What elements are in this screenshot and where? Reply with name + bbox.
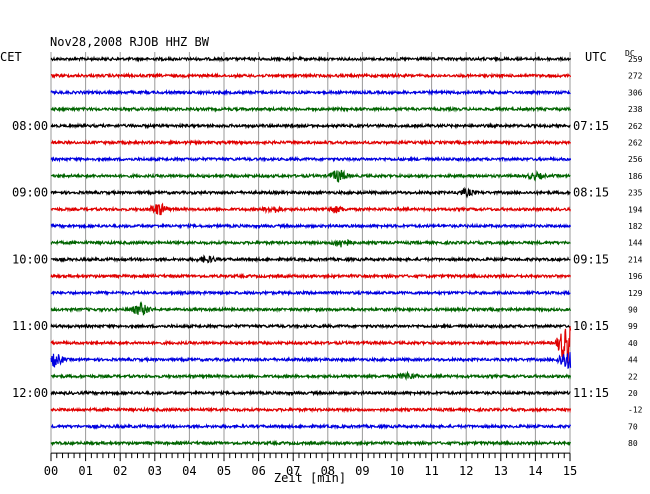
x-tick-label: 02 [113,464,127,478]
dc-offset-label: 40 [628,339,638,348]
utc-hour-label: 09:15 [573,252,609,266]
dc-offset-label: -12 [628,406,643,415]
x-tick-label: 09 [355,464,369,478]
utc-hour-label: 10:15 [573,319,609,333]
dc-offset-label: 259 [628,55,643,64]
x-tick-label: 15 [563,464,577,478]
x-tick-label: 08 [321,464,335,478]
left-axis-title: CET [0,50,22,64]
seismic-trace [50,301,572,316]
x-tick-label: 04 [182,464,196,478]
seismic-trace [50,272,572,280]
trace-layer [50,55,572,447]
dc-offset-label: 256 [628,155,643,164]
seismic-trace [50,222,572,230]
x-tick-label: 00 [44,464,58,478]
x-axis-title: Zeit [min] [274,471,346,485]
utc-hour-label: 11:15 [573,386,609,400]
x-tick-label: 07 [286,464,300,478]
dc-offset-label: 20 [628,389,638,398]
seismic-trace [50,389,571,397]
axis-layer: 259 272 306 238 262 262 256 186 235 194 182 144 214 1… [12,55,643,478]
dc-offset-label: 194 [628,205,643,214]
dc-offset-label: 22 [628,372,638,381]
seismic-trace [50,55,572,63]
seismic-trace [50,72,572,80]
dc-offset-label: 129 [628,289,643,298]
seismic-trace [50,254,571,264]
seismic-trace [50,138,572,147]
cet-hour-label: 12:00 [12,386,48,400]
seismic-trace [50,122,571,130]
x-tick-label: 13 [494,464,508,478]
seismic-trace [50,88,571,96]
x-tick-label: 12 [459,464,473,478]
seismic-trace [50,322,571,330]
seismic-trace [50,406,572,414]
cet-hour-label: 09:00 [12,186,48,200]
x-tick-label: 01 [78,464,92,478]
dc-offset-label: 80 [628,439,638,448]
cet-hour-label: 11:00 [12,319,48,333]
cet-hour-label: 10:00 [12,252,48,266]
seismic-trace [50,155,572,163]
dc-offset-label: 238 [628,105,643,114]
seismic-trace [50,105,572,113]
seismic-trace [50,238,571,248]
seismic-trace [50,370,572,381]
dc-offset-label: 306 [628,88,643,97]
dc-offset-label: 214 [628,255,643,264]
dc-offset-label: 70 [628,422,638,431]
x-tick-label: 10 [390,464,404,478]
dc-offset-label: 186 [628,172,643,181]
dc-offset-label: 90 [628,306,638,315]
seismic-trace [50,352,572,369]
x-tick-label: 06 [251,464,265,478]
seismic-trace [50,326,572,364]
dc-offset-label: 99 [628,322,638,331]
dc-offset-label: 196 [628,272,643,281]
utc-hour-label: 07:15 [573,119,609,133]
dc-offset-label: 144 [628,239,643,248]
dc-offset-label: 262 [628,122,643,131]
dc-offset-label: 44 [628,356,638,365]
x-tick-label: 14 [528,464,542,478]
seismic-trace [50,186,571,199]
dc-offset-label: 272 [628,72,643,81]
seismic-trace [50,169,571,183]
x-tick-label: 05 [217,464,231,478]
dc-header: DC [625,49,635,58]
seismic-trace [50,422,572,431]
utc-hour-label: 08:15 [573,186,609,200]
x-tick-label: 11 [424,464,438,478]
cet-hour-label: 08:00 [12,119,48,133]
x-tick-label: 03 [148,464,162,478]
seismic-trace [50,202,572,216]
right-axis-title: UTC [585,50,607,64]
dc-offset-label: 235 [628,189,643,198]
seismic-trace [50,439,572,447]
dc-offset-label: 182 [628,222,643,231]
dc-offset-label: 262 [628,139,643,148]
seismic-trace [50,289,571,297]
chart-title: Nov28,2008 RJOB HHZ BW [50,35,210,49]
grid-layer [50,52,571,454]
